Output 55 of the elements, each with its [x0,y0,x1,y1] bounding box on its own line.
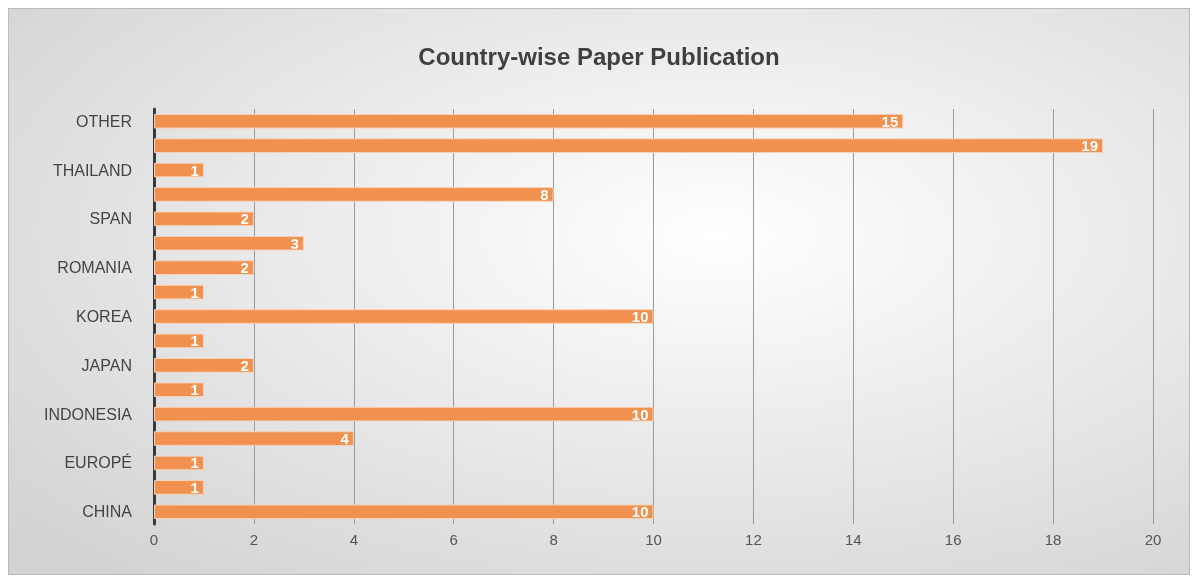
bar [154,138,1104,153]
x-tick-label: 18 [1044,531,1062,548]
data-label: 19 [1081,137,1099,155]
y-tick-label: SPAN [89,210,132,228]
y-tick-label: CHINA [82,503,133,521]
y-tick-label: INDONESIA [43,405,133,423]
x-tick-label: 16 [944,531,962,548]
bar [154,284,204,300]
y-tick-label: OTHER [76,112,132,130]
bar [154,504,654,520]
x-tick-label: 14 [844,531,862,548]
x-tick-label: 10 [645,531,662,548]
y-tick-label: EUROPÉ [64,453,132,472]
data-label: 2 [240,356,249,374]
bar [154,406,654,422]
bar [154,333,204,349]
data-label: 1 [190,161,199,179]
data-label: 10 [631,405,649,423]
bar [154,235,304,251]
bar [154,455,204,471]
bar [154,162,204,178]
bar [154,113,904,129]
bar [154,309,654,324]
x-tick-label: 6 [449,531,458,548]
bar [154,260,254,275]
data-label: 8 [540,185,549,203]
y-tick-label: JAPAN [81,356,132,374]
bar [154,431,354,446]
y-tick-label: ROMANIA [57,259,133,277]
bar [154,187,554,202]
data-label: 2 [240,259,249,277]
bar [154,358,254,373]
data-label: 1 [190,332,199,350]
data-label: 1 [190,478,199,496]
x-tick-label: 0 [149,531,159,548]
x-tick-label: 20 [1144,531,1162,548]
data-label: 1 [190,454,199,472]
x-tick-label: 8 [549,531,558,548]
data-label: 4 [340,430,350,448]
chart-title: Country-wise Paper Publication [418,42,780,70]
data-label: 10 [631,308,649,325]
data-label: 10 [631,503,649,521]
data-label: 3 [290,234,299,252]
y-tick-label: KOREA [75,308,133,325]
data-label: 1 [190,283,199,301]
bar [154,480,204,495]
data-label: 1 [190,381,199,399]
x-tick-label: 12 [745,531,762,548]
x-tick-label: 4 [349,531,358,548]
bar [154,382,204,398]
bar [154,211,254,227]
x-tick-label: 2 [249,531,259,548]
data-label: 15 [881,112,899,130]
y-tick-label: THAILAND [52,161,132,179]
data-label: 2 [240,210,249,228]
